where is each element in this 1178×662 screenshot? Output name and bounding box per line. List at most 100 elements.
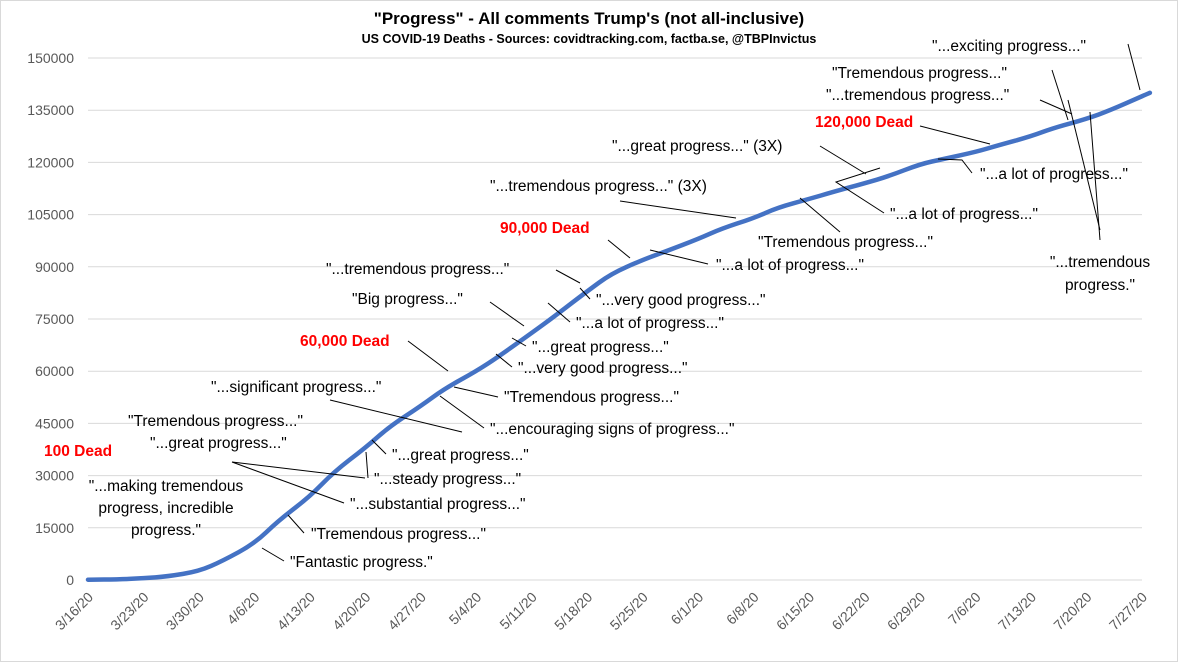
gridlines	[88, 57, 1142, 581]
leader-line	[261, 547, 285, 562]
leader-line	[555, 269, 581, 284]
annotation-exciting: "...exciting progress..."	[932, 38, 1141, 91]
y-tick-label: 105000	[27, 207, 74, 223]
annotation-great-3: "...great progress..."	[511, 337, 669, 356]
annotation-tremendous-2: "Tremendous progress..."	[128, 413, 303, 430]
leader-line	[407, 340, 449, 372]
annotation-lot-1: "...a lot of progress..."	[547, 302, 724, 332]
leader-line	[287, 514, 305, 534]
annotation-great-1: "...great progress..."	[150, 435, 287, 452]
annotation-tremendous-8: "Tremendous progress..."	[832, 65, 1069, 121]
leader-line	[371, 439, 387, 455]
death-milestone-label: 60,000 Dead	[300, 333, 390, 350]
leader-line	[619, 200, 737, 219]
annotation-text: "Big progress..."	[352, 291, 463, 308]
leader-line	[937, 158, 973, 174]
annotation-text: "...a lot of progress..."	[980, 166, 1128, 183]
leader-line	[439, 395, 485, 429]
annotation-tremendous-1: "Tremendous progress..."	[287, 514, 486, 543]
leader-line	[1039, 99, 1073, 115]
annotation-text: "...great progress..."	[150, 435, 287, 452]
annotation-text: "Tremendous progress..."	[504, 389, 679, 406]
annotation-tremendous-5: "...tremendous progress..." (3X)	[490, 178, 737, 219]
annotation-text: "...steady progress..."	[374, 471, 521, 488]
annotation-lot-4: "...a lot of progress..."	[937, 158, 1128, 183]
annotation-text: "...very good progress..."	[518, 360, 688, 377]
y-tick-label: 15000	[35, 520, 74, 536]
annotation-text: "Tremendous progress..."	[832, 65, 1007, 82]
y-tick-label: 120000	[27, 154, 74, 170]
death-milestone-label: 90,000 Dead	[500, 220, 590, 237]
annotation-text: "...tremendous	[1050, 254, 1151, 271]
annotation-text: "...substantial progress..."	[350, 496, 526, 513]
series-layer	[85, 90, 1153, 582]
chart-subtitle: US COVID-19 Deaths - Sources: covidtrack…	[362, 32, 817, 46]
chart-title: "Progress" - All comments Trump's (not a…	[374, 9, 804, 28]
leader-line	[919, 125, 991, 145]
annotation-text: "Tremendous progress..."	[128, 413, 303, 430]
death-milestone-label: 120,000 Dead	[815, 114, 913, 131]
annotation-text: "...tremendous progress..." (3X)	[490, 178, 707, 195]
y-axis-ticks: 0 15000 30000 45000 60000 75000 90000 105000 120…	[27, 50, 74, 588]
annotation-text: "...great progress..." (3X)	[612, 138, 782, 155]
annotation-great-2: "...great progress..."	[371, 439, 529, 464]
leader-line	[489, 301, 525, 327]
series-line	[85, 90, 1153, 582]
leader-line	[834, 167, 885, 214]
annotation-text: progress."	[131, 522, 201, 539]
annotation-tremendous-6: "Tremendous progress..."	[758, 197, 933, 251]
leader-line	[1127, 43, 1141, 91]
annotation-lot-3: "...a lot of progress..."	[834, 167, 1038, 223]
annotation-text: "Fantastic progress."	[290, 554, 433, 571]
annotation-steady: "...steady progress..."	[365, 451, 521, 488]
leader-line	[607, 239, 631, 259]
leader-line	[365, 451, 369, 479]
leader-line	[649, 249, 709, 265]
leader-line	[579, 287, 591, 300]
annotation-text: "...tremendous progress..."	[826, 87, 1009, 104]
leader-line	[799, 197, 841, 233]
annotation-significant: "...significant progress..."	[211, 379, 463, 433]
y-tick-label: 45000	[35, 415, 74, 431]
annotation-tremendous-7: "...tremendous progress..."	[826, 87, 1073, 115]
leader-line	[547, 302, 571, 323]
leader-line	[1067, 99, 1101, 231]
death-milestone-label: 100 Dead	[44, 443, 112, 460]
annotation-tremendous-4: "...tremendous progress..."	[326, 261, 581, 284]
annotation-90000-dead: 90,000 Dead	[500, 220, 631, 259]
y-tick-label: 135000	[27, 102, 74, 118]
annotation-text: progress."	[1065, 277, 1135, 294]
leader-line	[819, 145, 867, 175]
leader-line	[329, 399, 463, 433]
annotation-text: "...significant progress..."	[211, 379, 381, 396]
annotation-text: "...exciting progress..."	[932, 38, 1086, 55]
y-tick-label: 0	[66, 572, 74, 588]
leader-line	[1051, 69, 1069, 121]
annotation-big-progress: "Big progress..."	[352, 291, 525, 327]
annotation-lot-2: "...a lot of progress..."	[649, 249, 864, 274]
annotations-layer: 100 Dead "...making tremendous progress, i…	[44, 38, 1150, 571]
annotation-text: "...a lot of progress..."	[716, 257, 864, 274]
annotation-text: "...tremendous progress..."	[326, 261, 509, 278]
annotation-text: "...a lot of progress..."	[890, 206, 1038, 223]
annotation-fantastic: "Fantastic progress."	[261, 547, 433, 571]
y-tick-label: 75000	[35, 311, 74, 327]
annotation-text: "...great progress..."	[532, 339, 669, 356]
leader-line	[495, 353, 513, 368]
leader-line	[453, 386, 499, 398]
y-tick-label: 30000	[35, 468, 74, 484]
annotation-text: "...great progress..."	[392, 447, 529, 464]
annotation-120000-dead: 120,000 Dead	[815, 114, 913, 131]
annotation-very-good-2: "...very good progress..."	[579, 287, 766, 309]
annotation-tremendous-3: "Tremendous progress..."	[453, 386, 679, 406]
annotation-great-4: "...great progress..." (3X)	[612, 138, 867, 175]
annotation-text: "...very good progress..."	[596, 292, 766, 309]
y-tick-label: 60000	[35, 363, 74, 379]
annotation-text: "...a lot of progress..."	[576, 315, 724, 332]
leader-line	[231, 461, 345, 504]
annotation-tremendous-9: "...tremendous progress."	[1050, 111, 1151, 294]
annotation-text: "Tremendous progress..."	[311, 526, 486, 543]
y-tick-label: 90000	[35, 259, 74, 275]
